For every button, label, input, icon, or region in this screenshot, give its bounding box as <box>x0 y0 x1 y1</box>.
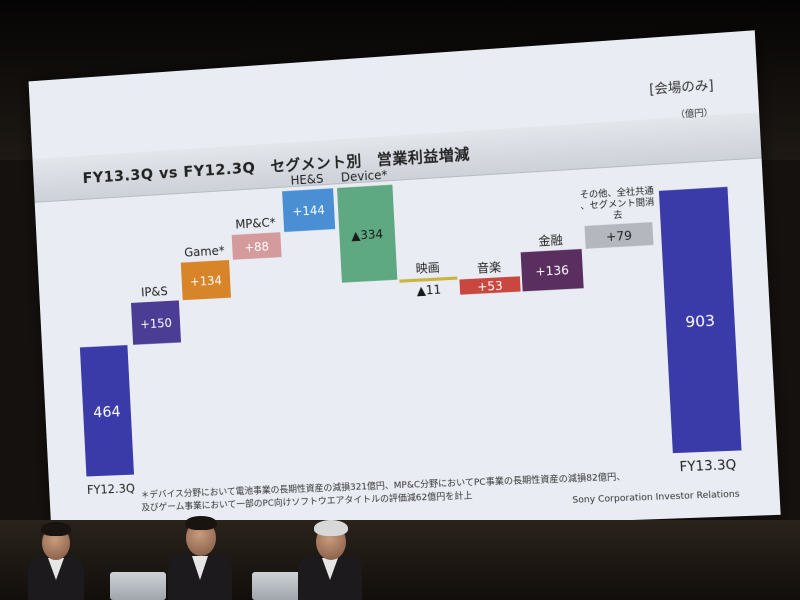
presenter-right <box>290 520 370 600</box>
value-label-8: +136 <box>535 263 569 279</box>
presenter-center <box>160 514 240 600</box>
category-label-9: その他、全社共通、セグメント間消去 <box>579 184 655 223</box>
bar-6 <box>399 276 457 282</box>
category-label-7: 音楽 <box>477 260 502 276</box>
value-label-10: 903 <box>685 312 716 331</box>
value-label-6: ▲11 <box>416 282 441 298</box>
laptop-left <box>110 572 166 600</box>
category-label-6: 映画 <box>415 260 440 276</box>
value-label-0: 464 <box>93 403 121 421</box>
category-label-4: HE&S <box>290 172 324 188</box>
value-label-3: +88 <box>244 239 269 254</box>
category-label-8: 金融 <box>538 233 563 249</box>
presenter-left <box>20 520 90 600</box>
value-label-9: +79 <box>606 228 633 244</box>
value-label-7: +53 <box>477 279 503 295</box>
value-label-4: +144 <box>292 203 325 219</box>
projection-screen: FY13.3Q vs FY12.3Q セグメント別 営業利益増減 [会場のみ] … <box>29 30 781 540</box>
category-label-1: IP&S <box>141 284 168 299</box>
category-label-3: MP&C* <box>235 215 276 231</box>
value-label-1: +150 <box>140 316 172 332</box>
category-label-5: Device* <box>341 168 388 185</box>
value-label-5: ▲334 <box>351 227 384 243</box>
category-label-0: FY12.3Q <box>87 481 136 497</box>
waterfall-chart: 464 FY12.3Q +150 IP&S +134 Game* +88 MP&C* +144 H… <box>29 30 781 540</box>
category-label-2: Game* <box>184 243 225 259</box>
category-label-10: FY13.3Q <box>679 458 737 476</box>
value-label-2: +134 <box>190 273 223 289</box>
